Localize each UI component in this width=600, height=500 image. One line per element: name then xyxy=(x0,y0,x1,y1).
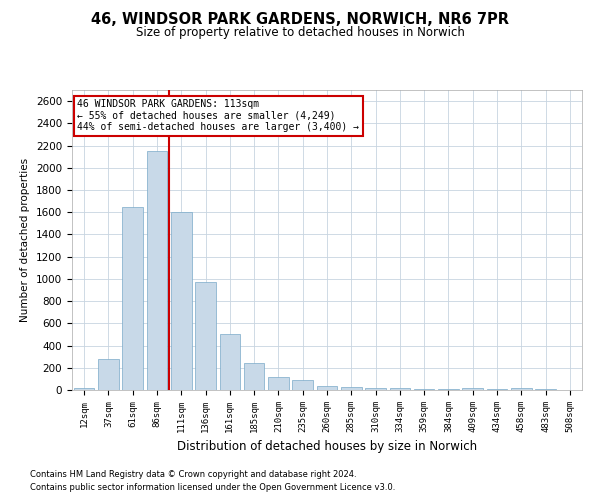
Bar xyxy=(292,380,313,390)
Bar xyxy=(317,386,337,390)
Text: Contains HM Land Registry data © Crown copyright and database right 2024.: Contains HM Land Registry data © Crown c… xyxy=(30,470,356,479)
Y-axis label: Number of detached properties: Number of detached properties xyxy=(20,158,31,322)
Bar xyxy=(74,388,94,390)
Text: Size of property relative to detached houses in Norwich: Size of property relative to detached ho… xyxy=(136,26,464,39)
Bar xyxy=(365,388,386,390)
Bar xyxy=(146,151,167,390)
Bar xyxy=(268,377,289,390)
X-axis label: Distribution of detached houses by size in Norwich: Distribution of detached houses by size … xyxy=(177,440,477,454)
Bar xyxy=(122,206,143,390)
Bar xyxy=(244,363,265,390)
Bar xyxy=(341,386,362,390)
Bar xyxy=(414,389,434,390)
Bar xyxy=(171,212,191,390)
Bar xyxy=(389,388,410,390)
Bar xyxy=(438,389,459,390)
Bar xyxy=(195,282,216,390)
Bar xyxy=(98,359,119,390)
Text: 46, WINDSOR PARK GARDENS, NORWICH, NR6 7PR: 46, WINDSOR PARK GARDENS, NORWICH, NR6 7… xyxy=(91,12,509,28)
Bar xyxy=(463,388,483,390)
Text: Contains public sector information licensed under the Open Government Licence v3: Contains public sector information licen… xyxy=(30,484,395,492)
Bar xyxy=(220,334,240,390)
Text: 46 WINDSOR PARK GARDENS: 113sqm
← 55% of detached houses are smaller (4,249)
44%: 46 WINDSOR PARK GARDENS: 113sqm ← 55% of… xyxy=(77,99,359,132)
Bar xyxy=(511,388,532,390)
